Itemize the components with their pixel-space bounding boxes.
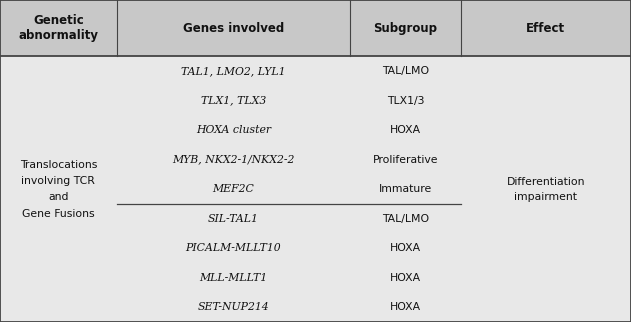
Text: Effect: Effect <box>526 22 565 35</box>
Bar <box>0 0 631 56</box>
Text: Genetic
abnormality: Genetic abnormality <box>18 14 98 42</box>
Text: Differentiation
impairment: Differentiation impairment <box>507 177 585 202</box>
Text: TAL/LMO: TAL/LMO <box>382 66 429 76</box>
Text: MEF2C: MEF2C <box>213 184 254 194</box>
Text: Proliferative: Proliferative <box>373 155 438 165</box>
Text: TAL/LMO: TAL/LMO <box>382 214 429 224</box>
Text: HOXA cluster: HOXA cluster <box>196 125 271 135</box>
Text: Subgroup: Subgroup <box>374 22 437 35</box>
Text: SIL-TAL1: SIL-TAL1 <box>208 214 259 224</box>
Text: TLX1, TLX3: TLX1, TLX3 <box>201 96 266 106</box>
Text: Immature: Immature <box>379 184 432 194</box>
Text: Translocations
involving TCR
and
Gene Fusions: Translocations involving TCR and Gene Fu… <box>20 160 97 219</box>
Text: Genes involved: Genes involved <box>183 22 284 35</box>
Text: HOXA: HOXA <box>390 125 421 135</box>
Text: MYB, NKX2-1/NKX2-2: MYB, NKX2-1/NKX2-2 <box>172 155 295 165</box>
Text: TAL1, LMO2, LYL1: TAL1, LMO2, LYL1 <box>181 66 286 76</box>
Text: HOXA: HOXA <box>390 302 421 312</box>
Text: MLL-MLLT1: MLL-MLLT1 <box>199 273 268 283</box>
Text: HOXA: HOXA <box>390 273 421 283</box>
Text: PICALM-MLLT10: PICALM-MLLT10 <box>186 243 281 253</box>
Text: TLX1/3: TLX1/3 <box>387 96 424 106</box>
Text: HOXA: HOXA <box>390 243 421 253</box>
Text: SET-NUP214: SET-NUP214 <box>198 302 269 312</box>
